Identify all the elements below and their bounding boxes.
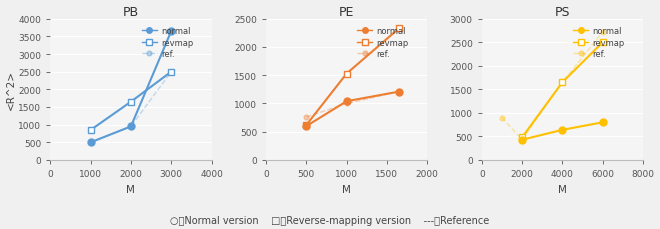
Legend: normal, revmap, ref.: normal, revmap, ref. xyxy=(570,24,628,62)
Title: PS: PS xyxy=(554,5,570,19)
Legend: normal, revmap, ref.: normal, revmap, ref. xyxy=(139,24,197,62)
X-axis label: M: M xyxy=(558,184,567,194)
X-axis label: M: M xyxy=(127,184,135,194)
Legend: normal, revmap, ref.: normal, revmap, ref. xyxy=(354,24,412,62)
Title: PB: PB xyxy=(123,5,139,19)
Text: ○：Normal version    □：Reverse-mapping version    ---：Reference: ○：Normal version □：Reverse-mapping versi… xyxy=(170,215,490,225)
X-axis label: M: M xyxy=(343,184,351,194)
Y-axis label: <R^2>: <R^2> xyxy=(5,70,16,110)
Title: PE: PE xyxy=(339,5,354,19)
